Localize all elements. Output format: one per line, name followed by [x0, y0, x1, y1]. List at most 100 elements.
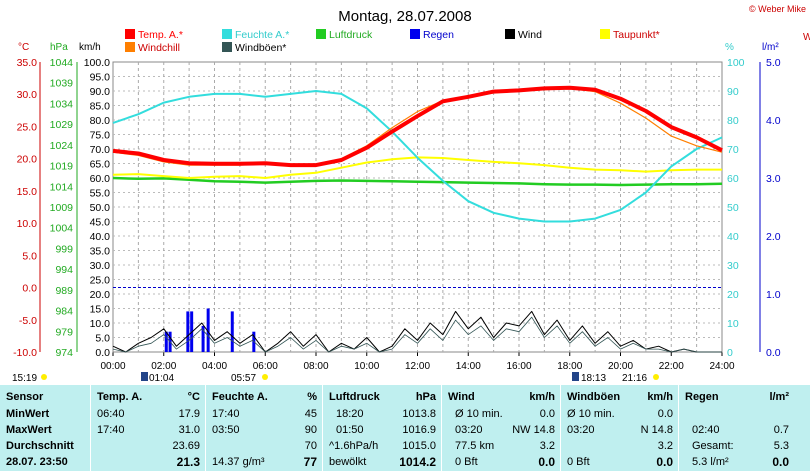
- weather-chart: Montag, 28.07.2008 © Weber Mike W Temp. …: [12, 4, 810, 384]
- wind-tick-label: 15.0: [90, 304, 111, 316]
- legend-label: Windböen*: [235, 42, 286, 54]
- chart-title: Montag, 28.07.2008: [338, 8, 471, 25]
- rain-current-value: 0.0: [772, 455, 789, 469]
- sunset-icon: [653, 374, 659, 380]
- temp-tick-label: 5.0: [22, 250, 37, 262]
- humidity-min-value: 45: [304, 408, 317, 420]
- rain-total-label: Gesamt:: [692, 440, 734, 452]
- sunrise-icon: [262, 374, 268, 380]
- legend-label: Feuchte A.*: [235, 29, 289, 41]
- temp-tick-label: 20.0: [17, 154, 38, 166]
- wind-tick-label: 50.0: [90, 202, 111, 214]
- temp-min-time: 06:40: [97, 408, 125, 420]
- legend-swatch: [222, 42, 232, 52]
- sun-moon-marks: 15:19 01:04 05:57 18:13 21:16: [12, 372, 659, 384]
- gust-current-value: 0.0: [656, 455, 673, 469]
- pressure-trend: ^1.6hPa/h: [329, 440, 379, 452]
- rain-column: Regen l/m² 02:40 0.7 Gesamt: 5.3 5.3 l/m…: [678, 385, 810, 471]
- temp-max-value: 31.0: [178, 424, 200, 436]
- sunrise-label: 05:57: [231, 373, 256, 384]
- legend-label: Wind: [518, 29, 542, 41]
- series-line-feuchte-a-: [112, 90, 723, 223]
- credit-label: © Weber Mike: [749, 4, 806, 14]
- rain-tick-label: 1.0: [766, 289, 781, 301]
- series-layer: [112, 85, 723, 353]
- humidity-unit-header: %: [307, 391, 317, 403]
- wind-tick-label: 75.0: [90, 130, 111, 142]
- wind-tick-label: 60.0: [90, 173, 111, 185]
- wind-tick-label: 25.0: [90, 275, 111, 287]
- wind-header: Wind: [448, 391, 475, 403]
- rain-max-value: 0.7: [773, 424, 789, 436]
- pressure-tick-label: 1039: [50, 78, 74, 90]
- wind-tick-label: 0.0: [95, 347, 110, 359]
- sensor-header: Sensor: [6, 391, 44, 403]
- wind-tick-label: 40.0: [90, 231, 111, 243]
- temp-tick-label: 35.0: [17, 57, 38, 69]
- rain-tick-label: 5.0: [766, 57, 781, 69]
- humidity-header: Feuchte A.: [212, 391, 268, 403]
- temp-column: Temp. A. °C 06:40 17.9 17:40 31.0 23.69 …: [90, 385, 206, 471]
- gust-header: Windböen: [567, 391, 621, 403]
- pressure-tick-label: 1029: [50, 119, 74, 131]
- pressure-tick-label: 1009: [50, 202, 74, 214]
- temp-current-value: 21.3: [176, 455, 200, 469]
- legend-swatch: [125, 42, 135, 52]
- pressure-tick-label: 974: [55, 347, 73, 359]
- gust-max-value: N 14.8: [640, 424, 673, 436]
- humidity-tick-label: 10: [727, 318, 739, 330]
- rain-bar: [164, 331, 168, 352]
- wind-tick-label: 70.0: [90, 144, 111, 156]
- rain-tick-label: 3.0: [766, 173, 781, 185]
- humidity-tick-label: 30: [727, 260, 739, 272]
- x-tick-label: 22:00: [659, 361, 684, 372]
- humidity-tick-label: 40: [727, 231, 739, 243]
- pressure-tick-label: 1044: [50, 57, 74, 69]
- temp-tick-label: 15.0: [17, 186, 38, 198]
- pressure-min-time: 18:20: [336, 408, 364, 420]
- wind-beaufort: 0 Bft: [455, 456, 478, 468]
- legend-swatch: [600, 29, 610, 39]
- humidity-max-value: 90: [304, 424, 317, 436]
- temp-tick-label: 25.0: [17, 121, 38, 133]
- series-line-wind: [112, 310, 722, 353]
- legend-label: Temp. A.*: [138, 29, 183, 41]
- temp-header: Temp. A.: [97, 391, 143, 403]
- wind-current-value: 0.0: [538, 455, 555, 469]
- humidity-tick-label: 90: [727, 86, 739, 98]
- pressure-tick-label: 984: [55, 306, 73, 318]
- pressure-avg-value: 1015.0: [402, 440, 436, 452]
- wind-max-value: NW 14.8: [512, 424, 555, 436]
- x-tick-label: 14:00: [456, 361, 481, 372]
- pressure-max-value: 1016.9: [402, 424, 436, 436]
- rain-bar: [206, 308, 210, 352]
- pressure-tick-label: 1014: [50, 181, 74, 193]
- wind-column: Wind km/h Ø 10 min. 0.0 03:20 NW 14.8 77…: [441, 385, 561, 471]
- pressure-tick-label: 1019: [50, 161, 74, 173]
- wind-tick-label: 5.0: [95, 333, 110, 345]
- humidity-max-time: 03:50: [212, 424, 240, 436]
- temp-tick-label: 30.0: [17, 89, 38, 101]
- gust-column: Windböen km/h Ø 10 min. 0.0 03:20 N 14.8…: [560, 385, 679, 471]
- rain-max-time: 02:40: [692, 424, 720, 436]
- rain-tick-label: 4.0: [766, 115, 781, 127]
- temp-unit: °C: [18, 42, 29, 53]
- temp-tick-label: 10.0: [17, 218, 38, 230]
- legend-swatch: [505, 29, 515, 39]
- moonset-icon: [572, 372, 579, 381]
- row-label-min: MinWert: [6, 408, 50, 420]
- pressure-max-time: 01:50: [336, 424, 364, 436]
- x-tick-label: 06:00: [253, 361, 278, 372]
- wind-tick-label: 30.0: [90, 260, 111, 272]
- pressure-current-value: 1014.2: [399, 455, 436, 469]
- pressure-tick-label: 994: [55, 264, 73, 276]
- sunset-label: 21:16: [622, 373, 647, 384]
- pressure-min-value: 1013.8: [402, 408, 436, 420]
- temp-max-time: 17:40: [97, 424, 125, 436]
- pressure-tick-label: 989: [55, 285, 73, 297]
- x-tick-label: 20:00: [608, 361, 633, 372]
- pressure-column: Luftdruck hPa 18:20 1013.8 01:50 1016.9 …: [322, 385, 442, 471]
- gust-avg10-value: 0.0: [657, 408, 673, 420]
- wind-avg-value: 3.2: [539, 440, 555, 452]
- wind-tick-label: 95.0: [90, 72, 111, 84]
